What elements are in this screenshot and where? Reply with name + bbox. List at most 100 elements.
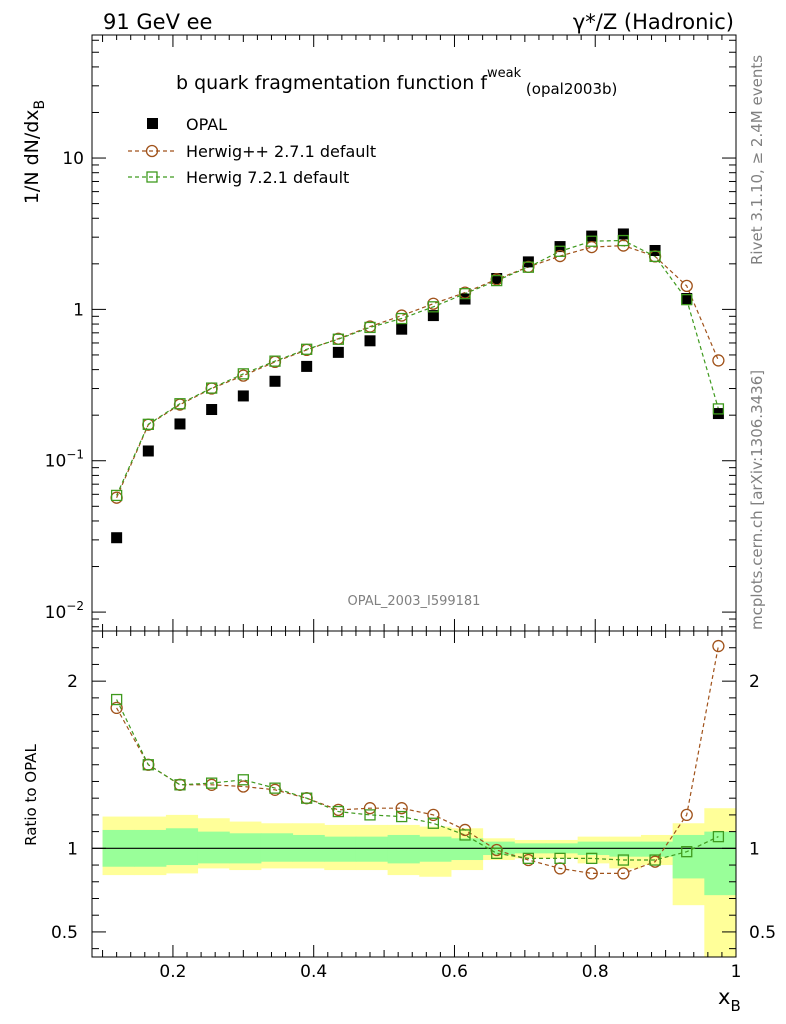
ratio-y-tick-label-right: 2 — [749, 672, 760, 692]
herwig7-point — [301, 343, 313, 355]
herwig7-point — [237, 368, 249, 380]
herwig7-ratio-point — [649, 854, 661, 866]
herwig7-point — [712, 403, 725, 415]
herwig7-ratio-point — [332, 805, 344, 818]
herwig7-ratio-point — [586, 852, 598, 865]
herwig7-ratio-point — [142, 759, 154, 771]
x-tick-label: 0.6 — [441, 962, 468, 982]
y-tick-label: 10−1 — [45, 448, 84, 472]
herwig7-ratio-point — [174, 779, 186, 791]
opal-data-point — [396, 323, 408, 335]
herwigpp-ratio-point — [363, 802, 377, 815]
herwigpp-point — [427, 297, 440, 310]
axes-ticks — [92, 35, 737, 957]
opal-data-point — [491, 272, 503, 284]
herwig7-ratio-point — [206, 777, 218, 789]
herwig7-ratio-point — [301, 792, 313, 804]
herwigpp-ratio-point — [427, 808, 440, 822]
x-axis-label: xB — [718, 985, 741, 1015]
herwigpp-ratio-point — [712, 639, 725, 653]
y-tick-label: 10 — [62, 149, 84, 169]
legend-label-herwigpp: Herwig++ 2.7.1 default — [186, 142, 376, 161]
herwigpp-ratio-line — [116, 645, 719, 874]
herwigpp-ratio-point — [110, 701, 123, 715]
herwig7-ratio-point — [110, 693, 123, 706]
herwig7-point — [491, 274, 503, 287]
herwig7-ratio-point — [269, 782, 281, 794]
legend: OPAL Herwig++ 2.7.1 default Herwig 7.2.1… — [128, 115, 376, 187]
opal-data-point — [142, 445, 154, 457]
opal-data-point — [681, 293, 693, 305]
herwig7-ratio-point — [237, 774, 249, 786]
herwig7-point — [142, 418, 154, 430]
herwig7-ratio-point — [396, 810, 408, 823]
herwig7-ratio-point — [427, 817, 440, 829]
opal-data-point — [332, 346, 344, 358]
ratio-band-green-bin — [324, 836, 357, 862]
tick-labels: 0.2 0.4 0.6 0.8 1 10 1 10−1 10−2 2 2 1 1 0.5 0.5 — [45, 149, 776, 982]
rivet-label: Rivet 3.1.10, ≥ 2.4M events — [748, 55, 766, 265]
ratio-band-green-bin — [165, 828, 199, 866]
ratio-band-green-bin — [450, 838, 484, 861]
herwigpp-point — [680, 279, 693, 293]
herwig7-line — [116, 239, 719, 496]
y-tick-label: 10−2 — [45, 599, 84, 623]
herwig7-point — [332, 333, 344, 345]
legend-marker-herwigpp — [145, 144, 159, 158]
legend-marker-herwig7 — [146, 171, 158, 183]
mcplots-label: mcplots.cern.ch [arXiv:1306.3436] — [748, 370, 766, 630]
ratio-band-green-bin — [609, 841, 642, 857]
ratio-band-green-bin — [260, 833, 294, 862]
ratio-y-tick-label-left: 1 — [67, 839, 78, 859]
opal-data-point — [237, 390, 249, 402]
x-tick-label: 0.2 — [159, 962, 186, 982]
herwig7-point — [586, 235, 598, 247]
ratio-axis-label: Ratio to OPAL — [22, 744, 40, 846]
herwigpp-ratio-point — [617, 867, 630, 880]
herwig7-point — [269, 355, 281, 367]
herwigpp-line — [116, 244, 719, 498]
opal-data-point — [301, 360, 313, 372]
herwig7-ratio-point — [491, 847, 503, 859]
herwig7-point — [681, 293, 693, 306]
herwigpp-ratio-point — [585, 867, 598, 880]
herwig7-point — [427, 301, 440, 313]
herwig7-ratio-point — [522, 852, 535, 865]
herwig7-ratio-point — [712, 830, 725, 843]
herwig7-ratio-point — [364, 809, 376, 821]
opal-data-point — [427, 310, 439, 322]
ratio-band-green-bin — [355, 836, 389, 862]
header-process: γ*/Z (Hadronic) — [573, 10, 734, 34]
y-tick-label: 1 — [73, 300, 84, 320]
herwig7-point — [364, 321, 376, 334]
analysis-watermark: OPAL_2003_I599181 — [348, 594, 481, 609]
ratio-y-tick-label-left: 2 — [67, 672, 78, 692]
series-markers — [110, 228, 725, 880]
herwig7-point — [522, 261, 535, 273]
herwig7-ratio-point — [617, 854, 630, 866]
herwig7-point — [396, 312, 408, 325]
legend-label-herwig7: Herwig 7.2.1 default — [186, 168, 349, 187]
opal-data-point — [269, 375, 281, 387]
herwig7-ratio-point — [681, 846, 693, 858]
ratio-band-green-bin — [197, 831, 230, 864]
ratio-band-green-bin — [640, 841, 674, 857]
herwig7-point — [617, 234, 630, 247]
herwigpp-point — [585, 240, 598, 254]
herwigpp-point — [712, 354, 725, 367]
herwigpp-ratio-point — [237, 780, 250, 793]
x-tick-label: 0.8 — [582, 962, 609, 982]
header-energy: 91 GeV ee — [103, 10, 212, 34]
chart-title: b quark fragmentation function fweak (op… — [176, 66, 617, 98]
herwig7-point — [206, 382, 218, 394]
herwigpp-point — [395, 309, 408, 322]
ratio-band-green-bin — [419, 836, 452, 862]
herwig7-point — [554, 245, 566, 257]
ratio-plot-frame — [91, 630, 737, 958]
opal-data-point — [111, 532, 123, 544]
legend-label-opal: OPAL — [186, 115, 227, 134]
y-axis-label: 1/N dN/dxB — [21, 100, 48, 204]
herwig7-point — [174, 398, 186, 410]
herwigpp-ratio-point — [395, 802, 408, 815]
x-tick-label: 0.4 — [300, 962, 327, 982]
